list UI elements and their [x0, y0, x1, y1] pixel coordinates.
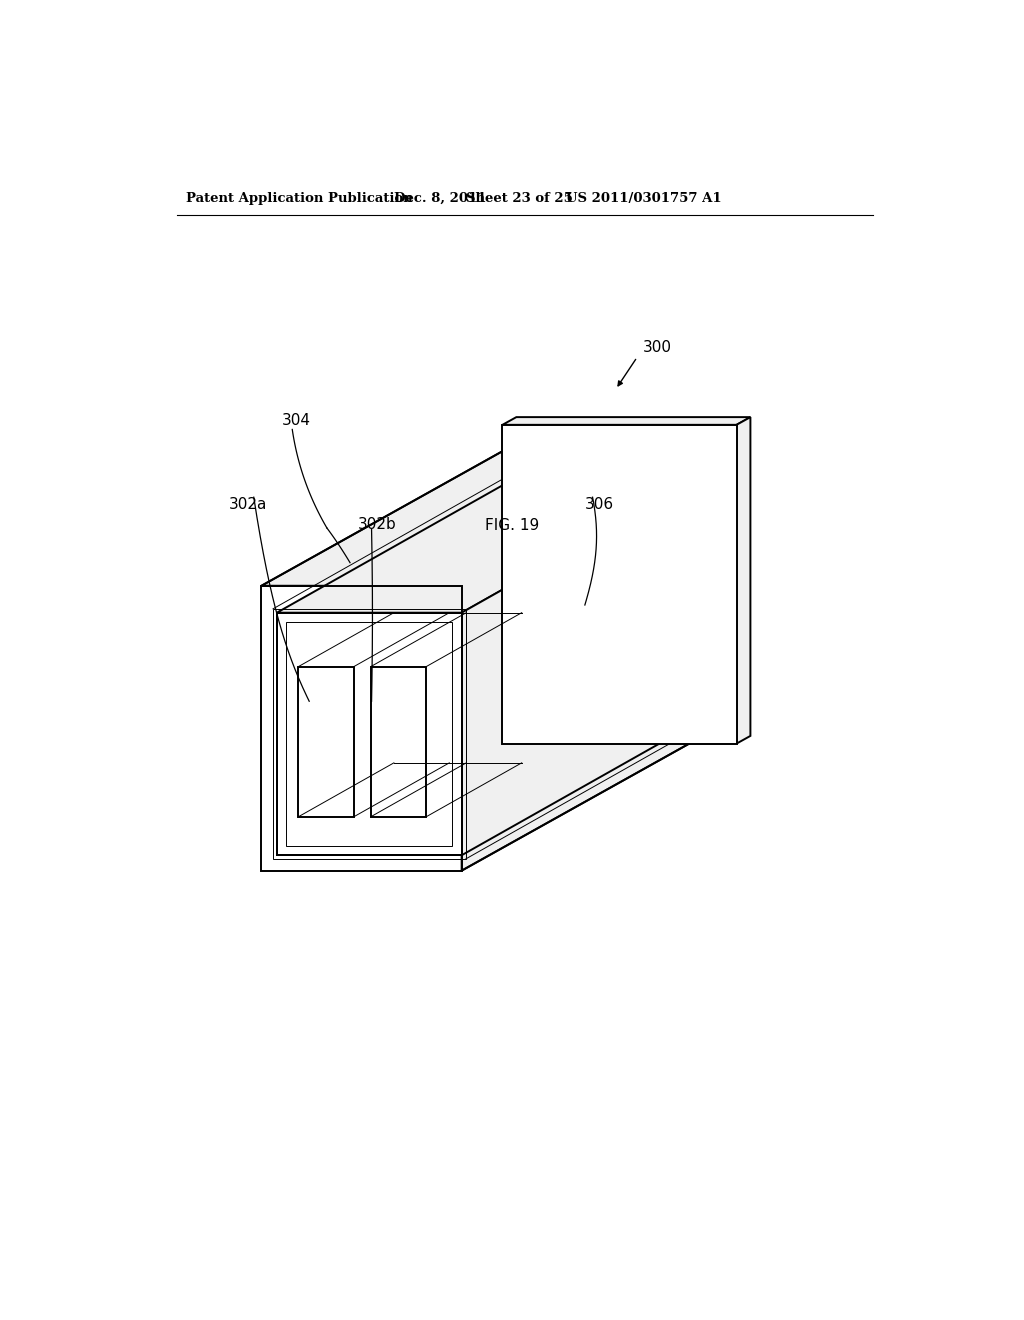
Text: 302a: 302a [228, 498, 266, 512]
Polygon shape [462, 478, 700, 855]
Polygon shape [276, 478, 700, 612]
Polygon shape [736, 417, 751, 743]
Polygon shape [503, 417, 751, 425]
Text: 302b: 302b [357, 516, 396, 532]
Text: Patent Application Publication: Patent Application Publication [186, 191, 413, 205]
Text: FIG. 19: FIG. 19 [484, 519, 539, 533]
Polygon shape [261, 442, 720, 586]
Text: 306: 306 [585, 498, 614, 512]
Polygon shape [298, 667, 354, 817]
Text: Dec. 8, 2011: Dec. 8, 2011 [394, 191, 486, 205]
Polygon shape [462, 442, 720, 871]
Text: 304: 304 [283, 413, 311, 428]
Text: 300: 300 [643, 339, 672, 355]
Text: US 2011/0301757 A1: US 2011/0301757 A1 [565, 191, 721, 205]
Text: Sheet 23 of 25: Sheet 23 of 25 [466, 191, 572, 205]
Polygon shape [371, 667, 426, 817]
Polygon shape [276, 612, 462, 855]
Polygon shape [515, 478, 700, 721]
Polygon shape [503, 425, 736, 743]
